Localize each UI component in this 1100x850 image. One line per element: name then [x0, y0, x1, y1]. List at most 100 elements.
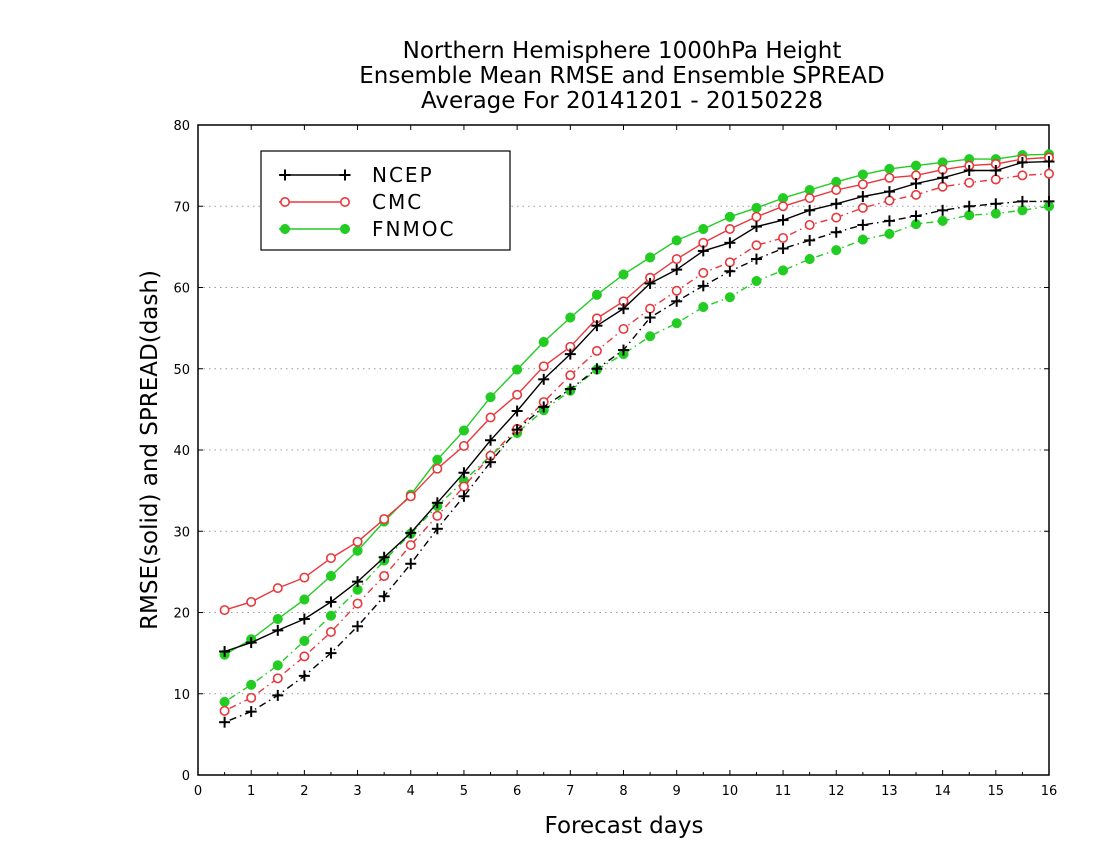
ncep-rmse-point: [538, 373, 550, 385]
x-tick-label: 16: [1041, 784, 1058, 799]
ncep-spread-point: [830, 226, 842, 238]
fnmoc-spread-point: [751, 275, 762, 287]
cmc-spread-point: [325, 626, 336, 637]
cmc-rmse-point: [512, 389, 523, 400]
ncep-rmse-point: [910, 178, 922, 189]
fnmoc-spread-point: [219, 696, 230, 707]
ncep-spread-points: [219, 195, 1055, 728]
x-tick-label: 1: [247, 784, 255, 799]
ncep-rmse-point: [857, 191, 869, 202]
x-axis-label: Forecast days: [545, 813, 704, 839]
ncep-spread-point: [937, 204, 949, 216]
y-tick-label: 60: [173, 282, 190, 297]
y-axis-label: RMSE(solid) and SPREAD(dash): [137, 270, 163, 630]
cmc-rmse-point: [299, 572, 310, 583]
x-tick-label: 12: [828, 784, 845, 799]
cmc-rmse-point: [219, 605, 230, 616]
ncep-rmse-point: [990, 165, 1002, 176]
cmc-rmse-point: [246, 596, 257, 607]
ncep-rmse-point: [697, 245, 709, 257]
x-tick-label: 8: [619, 784, 627, 799]
ncep-spread-point: [671, 295, 683, 307]
cmc-spread-point: [831, 212, 842, 223]
cmc-spread-point: [591, 345, 602, 356]
ncep-spread-point: [750, 253, 762, 265]
fnmoc-rmse-point: [591, 289, 602, 300]
fnmoc-spread-point: [724, 292, 735, 303]
fnmoc-spread-point: [990, 208, 1001, 219]
ncep-spread-point: [485, 456, 497, 468]
cmc-rmse-point: [884, 172, 895, 183]
x-axis-ticks: 0 1 2 3 4 5 6 7 8 9 10 11 12 13 14 15 16: [194, 125, 1057, 799]
fnmoc-rmse-point: [724, 211, 735, 222]
ncep-spread-point: [910, 210, 922, 222]
ncep-spread-point: [857, 219, 869, 231]
cmc-spread-point: [751, 240, 762, 251]
cmc-spread-point: [804, 219, 815, 230]
fnmoc-rmse-point: [512, 364, 523, 375]
x-tick-label: 3: [353, 784, 361, 799]
cmc-rmse-point: [379, 514, 390, 525]
cmc-spread-point: [964, 177, 975, 188]
cmc-rmse-point: [458, 440, 469, 451]
ncep-rmse-point: [618, 303, 629, 315]
fnmoc-rmse-point: [565, 312, 576, 323]
ncep-spread-point: [564, 383, 576, 395]
legend-marker-cmc: [279, 197, 290, 208]
ncep-rmse-point: [352, 576, 364, 588]
cmc-spread-point: [1017, 170, 1028, 181]
legend-marker-ncep: [339, 169, 351, 181]
ncep-rmse-point: [777, 214, 789, 226]
cmc-spread-point: [565, 370, 576, 381]
ncep-spread-point: [644, 312, 656, 324]
cmc-rmse-point: [831, 185, 842, 196]
y-tick-label: 0: [182, 769, 190, 784]
ncep-rmse-points: [219, 156, 1055, 657]
ncep-rmse-point: [219, 646, 231, 657]
fnmoc-spread-point: [272, 660, 283, 671]
ncep-spread-point: [538, 401, 550, 413]
ncep-rmse-point: [298, 613, 310, 625]
ncep-spread-point: [990, 198, 1002, 210]
cmc-rmse-point: [751, 211, 762, 222]
cmc-spread-point: [405, 540, 416, 551]
title-line-2: Ensemble Mean RMSE and Ensemble SPREAD: [359, 63, 884, 89]
ncep-rmse-point: [325, 596, 337, 608]
cmc-spread-point: [778, 232, 789, 243]
fnmoc-spread-point: [937, 215, 948, 226]
ncep-spread-point: [298, 670, 310, 682]
chart-title: Northern Hemisphere 1000hPa Height Ensem…: [359, 38, 884, 114]
ncep-rmse-point: [591, 320, 603, 332]
ncep-rmse-point: [431, 497, 443, 509]
cmc-rmse-point: [405, 491, 416, 502]
cmc-spread-point: [618, 323, 629, 334]
cmc-spread-point: [219, 705, 230, 716]
fnmoc-rmse-point: [299, 594, 310, 605]
fnmoc-rmse-point: [432, 454, 443, 465]
ncep-rmse-point: [937, 172, 949, 184]
ncep-spread-point: [378, 590, 390, 602]
cmc-spread-point: [458, 481, 469, 492]
x-tick-label: 0: [194, 784, 202, 799]
fnmoc-rmse-point: [698, 223, 709, 235]
title-line-1: Northern Hemisphere 1000hPa Height: [403, 38, 842, 64]
ncep-spread-point: [431, 523, 443, 535]
fnmoc-rmse-point: [538, 336, 549, 347]
cmc-spread-point: [937, 181, 948, 192]
fnmoc-rmse-point: [618, 269, 629, 280]
fnmoc-spread-point: [831, 245, 842, 256]
ncep-rmse-point: [644, 277, 656, 289]
fnmoc-spread-point: [325, 610, 337, 621]
ncep-spread-point: [591, 363, 603, 375]
fnmoc-spread-point: [804, 254, 815, 265]
fnmoc-rmse-point: [485, 392, 496, 403]
fnmoc-spread-point: [671, 318, 682, 329]
ncep-rmse-point: [750, 221, 762, 233]
cmc-spread-point: [379, 570, 390, 581]
ncep-rmse-point: [245, 637, 257, 649]
cmc-spread-point: [671, 285, 682, 296]
cmc-spread-point: [698, 267, 709, 278]
fnmoc-spread-point: [964, 210, 975, 221]
ncep-spread-point: [325, 647, 337, 659]
